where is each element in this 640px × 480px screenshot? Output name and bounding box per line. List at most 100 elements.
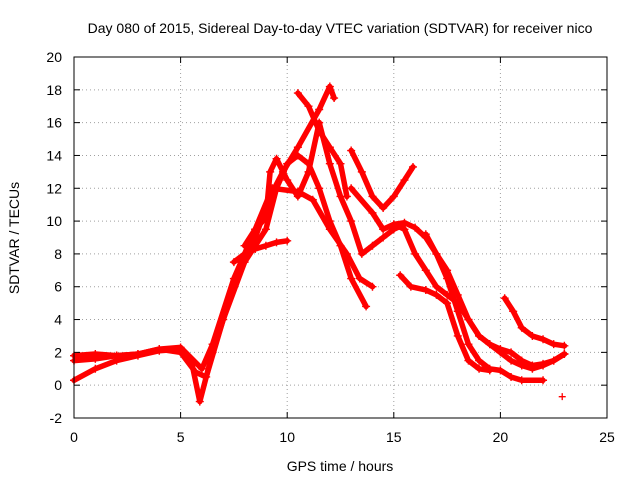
data-point-marker (421, 286, 430, 295)
data-point-marker (389, 220, 398, 229)
axis-ticks: 0 5 10 15 20 25 -2 0 2 4 6 8 10 12 14 16 18 20 (46, 49, 615, 445)
data-point-marker (368, 208, 377, 217)
data-point-marker (347, 184, 356, 193)
data-point-marker (240, 241, 249, 250)
data-point-marker (379, 233, 388, 242)
y-tick-label: 16 (46, 115, 62, 131)
data-point-marker (357, 249, 366, 258)
data-point-marker (155, 345, 164, 354)
data-point-marker (485, 340, 494, 349)
data-point-marker (500, 294, 509, 303)
data-point-marker (464, 356, 473, 365)
data-point-marker (507, 348, 516, 357)
x-tick-label: 20 (493, 429, 509, 445)
series-track-10 (396, 271, 494, 375)
y-tick-label: 2 (54, 344, 62, 360)
plot-frame (73, 56, 608, 419)
y-tick-label: 8 (54, 246, 62, 262)
data-point-marker (528, 331, 537, 340)
data-point-marker (368, 282, 377, 291)
data-point-marker (251, 244, 260, 253)
x-tick-label: 0 (70, 429, 78, 445)
data-point-marker (400, 218, 409, 227)
data-point-marker (293, 143, 302, 152)
data-point-marker (464, 340, 473, 349)
data-point-marker (315, 184, 324, 193)
x-tick-label: 5 (177, 429, 185, 445)
data-point-marker (496, 366, 505, 375)
data-point-marker (342, 249, 351, 258)
data-point-marker (421, 230, 430, 239)
data-point-marker (443, 266, 452, 275)
data-point-marker (293, 192, 302, 201)
data-point-marker (362, 302, 371, 311)
data-point-marker (197, 364, 206, 373)
data-point-marker (368, 241, 377, 250)
x-tick-label: 25 (599, 429, 615, 445)
data-point-marker (406, 282, 415, 291)
data-point-marker (176, 343, 185, 352)
data-point-marker (558, 393, 566, 401)
y-axis-label: SDTVAR / TECUs (6, 182, 22, 294)
data-point-marker (509, 307, 518, 316)
data-point-marker (325, 159, 334, 168)
data-point-marker (539, 335, 548, 344)
data-point-marker (560, 350, 569, 359)
data-point-marker (325, 143, 334, 152)
data-point-marker (396, 271, 405, 280)
data-point-marker (528, 364, 537, 373)
data-point-marker (408, 162, 417, 171)
data-point-marker (560, 341, 569, 350)
data-point-marker (411, 223, 420, 232)
data-point-marker (229, 274, 238, 283)
data-point-marker (304, 102, 313, 111)
data-point-marker (133, 350, 142, 359)
data-point-marker (475, 331, 484, 340)
data-point-marker (443, 299, 452, 308)
data-point-marker (496, 348, 505, 357)
data-point-marker (229, 258, 238, 267)
data-point-marker (355, 274, 364, 283)
data-point-marker (336, 159, 345, 168)
data-point-marker (342, 192, 351, 201)
data-point-marker (475, 356, 484, 365)
data-point-marker (272, 238, 281, 247)
series-track-11 (421, 230, 569, 373)
data-point-marker (539, 376, 548, 385)
data-point-marker (315, 126, 324, 135)
data-point-marker (389, 192, 398, 201)
series-track-3 (70, 184, 377, 373)
chart-title: Day 080 of 2015, Sidereal Day-to-day VTE… (88, 20, 593, 36)
x-axis-label: GPS time / hours (287, 458, 394, 474)
data-point-marker (507, 372, 516, 381)
y-tick-label: 12 (46, 180, 62, 196)
data-point-marker (91, 350, 100, 359)
data-point-marker (379, 225, 388, 234)
data-point-marker (283, 236, 292, 245)
y-tick-label: -2 (50, 410, 63, 426)
data-point-marker (261, 225, 270, 234)
data-point-marker (464, 315, 473, 324)
series-track-6 (293, 89, 351, 201)
data-point-marker (308, 195, 317, 204)
data-point-marker (539, 361, 548, 370)
data-point-marker (507, 356, 516, 365)
data-point-marker (208, 340, 217, 349)
series-track-12 (500, 294, 569, 350)
series-track-4 (229, 236, 292, 267)
y-tick-label: 6 (54, 279, 62, 295)
data-point-marker (453, 331, 462, 340)
data-point-marker (379, 203, 388, 212)
data-point-marker (261, 213, 270, 222)
y-tick-label: 14 (46, 147, 62, 163)
y-tick-label: 10 (46, 213, 62, 229)
data-point-marker (325, 225, 334, 234)
data-point-marker (272, 154, 281, 163)
data-series (70, 82, 569, 406)
x-tick-label: 15 (386, 429, 402, 445)
y-tick-label: 20 (46, 49, 62, 65)
data-point-marker (195, 397, 204, 406)
data-point-marker (347, 146, 356, 155)
